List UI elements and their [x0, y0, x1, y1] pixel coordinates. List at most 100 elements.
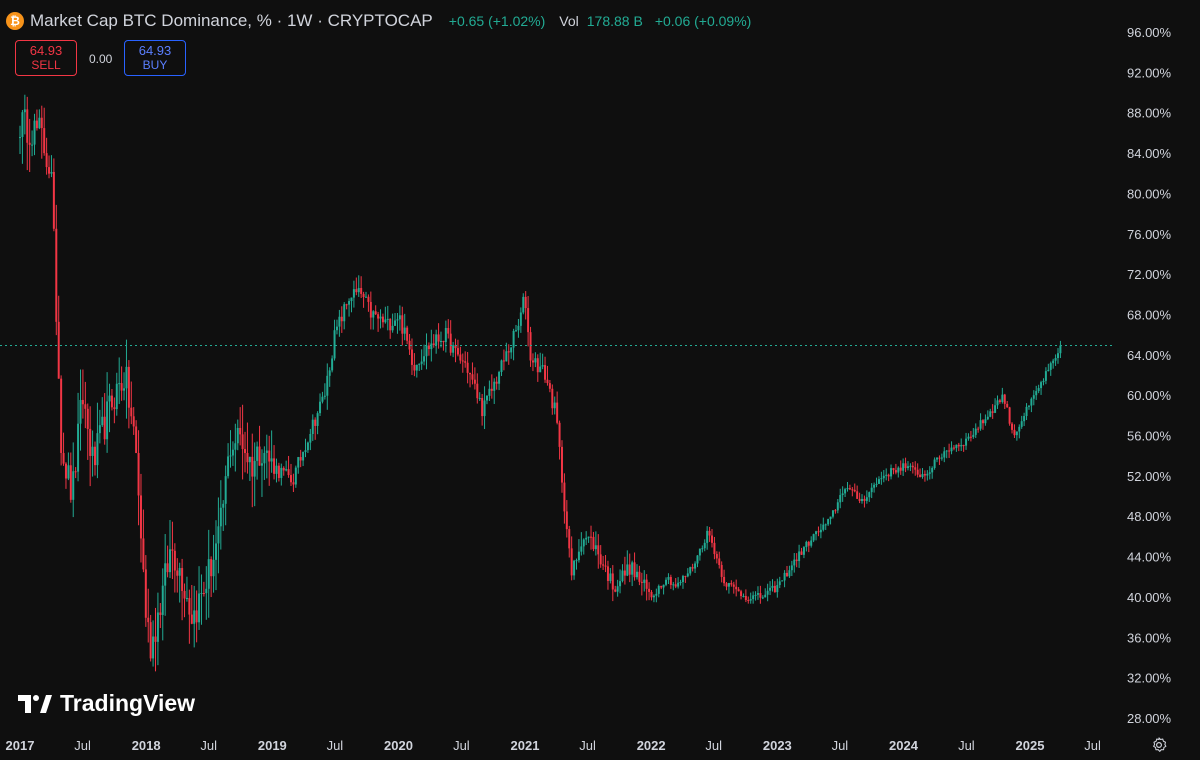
candle-body — [616, 586, 619, 592]
candle-body — [403, 327, 406, 334]
candle-body — [740, 591, 743, 597]
candle-body — [1054, 358, 1057, 361]
candle-body — [268, 450, 271, 462]
candle — [611, 565, 614, 602]
candle — [892, 467, 895, 475]
candle-body — [553, 402, 556, 409]
candle — [45, 137, 48, 175]
candle — [294, 465, 297, 488]
candle — [185, 576, 188, 602]
candle — [994, 398, 997, 414]
candle — [244, 431, 247, 473]
candle — [706, 526, 709, 550]
candle — [40, 105, 43, 159]
symbol-title[interactable]: Market Cap BTC Dominance, % · 1W · CRYPT… — [30, 11, 433, 30]
sell-button[interactable]: 64.93 SELL — [15, 40, 77, 76]
candle — [621, 564, 624, 583]
candle — [23, 94, 26, 135]
candle-body — [265, 450, 268, 453]
candle — [212, 534, 215, 593]
candle-body — [21, 112, 24, 138]
candle-body — [98, 425, 101, 434]
candle — [923, 470, 926, 482]
candle-body — [55, 228, 58, 322]
candle — [401, 306, 404, 346]
candle-body — [1027, 405, 1030, 407]
candle-body — [686, 573, 689, 577]
price-change: +0.65 (+1.02%) — [448, 13, 546, 29]
candle — [565, 500, 568, 538]
candle — [335, 319, 338, 335]
tradingview-logo[interactable]: TradingView — [18, 690, 195, 717]
candle-body — [568, 529, 571, 549]
candle-body — [398, 315, 401, 320]
candle — [906, 461, 909, 471]
candle-body — [299, 457, 302, 461]
candle — [459, 346, 462, 364]
candle-body — [633, 562, 636, 578]
candle-body — [766, 590, 769, 595]
candle-body — [515, 330, 518, 332]
candle-body — [364, 296, 367, 298]
candle — [628, 553, 631, 583]
candle — [471, 362, 474, 385]
candle-body — [730, 583, 733, 585]
candle — [795, 553, 798, 568]
candle-body — [723, 576, 726, 584]
candle — [181, 558, 184, 621]
candle-body — [444, 327, 447, 343]
y-tick-label: 84.00% — [1127, 146, 1172, 161]
candle — [229, 430, 232, 468]
candle-body — [304, 450, 307, 452]
candle — [665, 577, 668, 587]
candle-body — [1037, 388, 1040, 392]
candle — [802, 546, 805, 559]
candle — [391, 313, 394, 333]
candle — [977, 426, 980, 433]
x-tick-label: 2018 — [132, 738, 161, 753]
buy-button[interactable]: 64.93 BUY — [124, 40, 186, 76]
candle-body — [827, 519, 830, 525]
price-axis[interactable]: 96.00% 92.00% 88.00% 84.00% 80.00% 76.00% 72.0… — [1127, 25, 1172, 726]
candle — [263, 446, 266, 480]
candle — [933, 457, 936, 470]
candle — [902, 458, 905, 477]
candle — [74, 467, 77, 479]
candle-body — [737, 589, 740, 592]
candle-body — [91, 446, 94, 456]
candle-body — [338, 316, 341, 327]
candle — [135, 420, 138, 454]
candle-body — [602, 564, 605, 566]
candle — [689, 566, 692, 576]
time-axis[interactable]: 2017 Jul 2018 Jul 2019 Jul 2020 Jul 2021 Jul 2022 J… — [6, 738, 1101, 753]
candle — [1025, 403, 1028, 421]
candle — [234, 423, 237, 472]
candle — [398, 305, 401, 331]
candle — [447, 319, 450, 339]
candle — [152, 620, 155, 667]
candle-body — [72, 471, 75, 500]
candle-body — [802, 547, 805, 555]
candle — [498, 370, 501, 391]
settings-gear-icon[interactable] — [1150, 736, 1168, 754]
candle — [1015, 431, 1018, 441]
candle-body — [865, 497, 868, 501]
candle-body — [244, 449, 247, 454]
candle — [633, 552, 636, 581]
candle-body — [725, 583, 728, 587]
candle-body — [657, 585, 660, 594]
candle — [652, 594, 655, 603]
candle — [118, 357, 121, 405]
candle-body — [1044, 371, 1047, 381]
candle — [638, 565, 641, 586]
candle — [469, 372, 472, 388]
candle — [328, 367, 331, 387]
candle-body — [156, 612, 159, 642]
candle — [1035, 385, 1038, 400]
candle-body — [640, 581, 643, 583]
candle-body — [275, 465, 278, 474]
candle-body — [783, 572, 786, 581]
candle-body — [560, 446, 563, 483]
candle — [205, 566, 208, 620]
